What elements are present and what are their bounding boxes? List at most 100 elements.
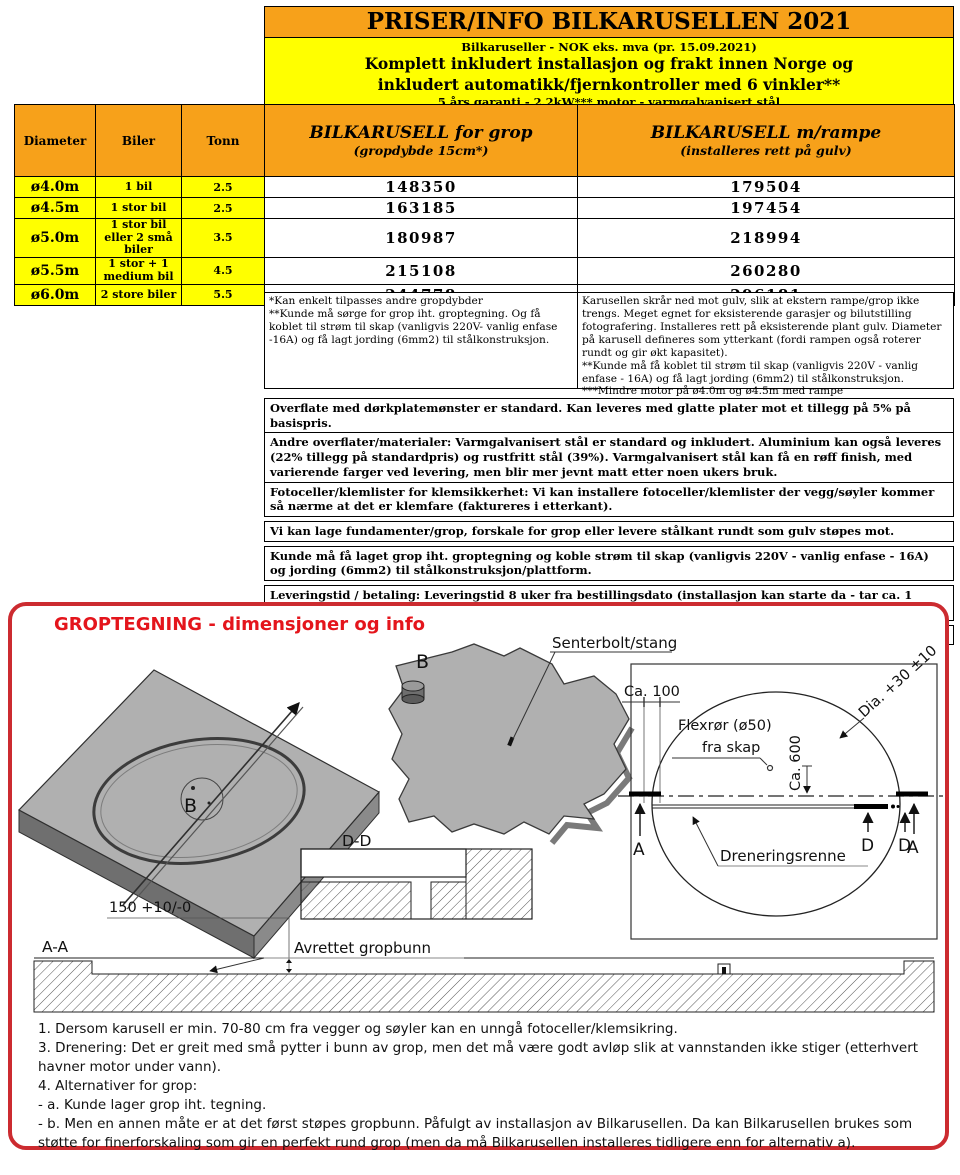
drain-channel-line	[122, 702, 304, 910]
senterbolt-label: Senterbolt/stang	[552, 634, 677, 652]
avrettet-callout: Avrettet gropbunn	[209, 939, 464, 974]
col-header-grop-sub: (gropdybde 15cm*)	[353, 143, 489, 159]
col-header-rampe-sub: (installeres rett på gulv)	[680, 143, 852, 159]
header-line-2: Komplett inkludert installasjon og frakt…	[364, 54, 854, 74]
cell-biler: 1 stor bil eller 2 små biler	[95, 218, 182, 258]
d-label-2: D	[898, 836, 911, 856]
col-header-grop-title: BILKARUSELL for grop	[309, 122, 533, 143]
a-label-left: A	[633, 840, 645, 860]
col-header-grop: BILKARUSELL for grop (gropdybde 15cm*)	[264, 104, 578, 177]
info-row-grop-krav: Kunde må få laget grop iht. groptegning …	[270, 548, 929, 578]
dd-section-drawing: D-D	[300, 832, 533, 920]
info-row-fotoceller: Fotoceller/klemlister for klemsikkerhet:…	[265, 481, 953, 516]
ca600-dimension: Ca. 600	[788, 735, 812, 794]
dim150-dimension: 150 +10/-0	[107, 900, 292, 973]
dia-dimension: Dia. +30 ±10	[839, 643, 940, 739]
cell-price-rampe: 197454	[577, 197, 955, 219]
cell-price-rampe: 179504	[577, 176, 955, 198]
ca100-label: Ca. 100	[624, 684, 680, 700]
note-1: 1. Dersom karusell er min. 70-80 cm fra …	[38, 1021, 678, 1037]
info-row-materialer: Andre overflater/materialer: Varmgalvani…	[265, 432, 953, 481]
dreneringsrenne-label: Dreneringsrenne	[720, 847, 846, 865]
header: PRISER/INFO BILKARUSELLEN 2021 Bilkaruse…	[264, 6, 954, 114]
table-row: ø4.5m 1 stor bil 2.5 163185 197454	[14, 197, 955, 219]
col-header-rampe: BILKARUSELL m/rampe (installeres rett på…	[577, 104, 955, 177]
section-b-label-blob: B	[416, 651, 429, 673]
dim150-label: 150 +10/-0	[109, 900, 191, 916]
cell-price-rampe: 260280	[577, 256, 955, 285]
price-table-header-row: Diameter Biler Tonn BILKARUSELL for grop…	[14, 104, 955, 177]
flexror-callout: Flexrør (ø50) fra skap	[672, 718, 774, 772]
footnote-rampe: Karusellen skrår ned mot gulv, slik at e…	[577, 292, 954, 397]
cell-price-rampe: 218994	[577, 218, 955, 258]
groptegning-title: GROPTEGNING - dimensjoner og info	[54, 614, 426, 635]
groptegning-notes: 1. Dersom karusell er min. 70-80 cm fra …	[38, 1020, 944, 1153]
col-header-biler: Biler	[95, 104, 182, 177]
cell-diameter: ø4.5m	[14, 197, 96, 219]
aa-section-drawing: A-A 150 +10/-0 Avrettet gropbunn	[33, 900, 935, 1013]
col-header-diameter: Diameter	[14, 104, 96, 177]
info-row-fundamenter: Vi kan lage fundamenter/grop, forskale f…	[270, 524, 895, 539]
cell-tonn: 2.5	[181, 176, 265, 198]
flexror-label-1: Flexrør (ø50)	[678, 718, 772, 734]
cell-price-grop: 180987	[264, 218, 578, 258]
cell-diameter: ø5.0m	[14, 218, 96, 258]
header-line-3: inkludert automatikk/fjernkontroller med…	[377, 74, 841, 94]
table-row: ø4.0m 1 bil 2.5 148350 179504	[14, 176, 955, 198]
cell-biler: 1 stor bil	[95, 197, 182, 219]
cell-diameter: ø5.5m	[14, 256, 96, 285]
d-label-1: D	[861, 836, 874, 856]
note-3: 3. Drenering: Det er greit med små pytte…	[38, 1040, 919, 1075]
groptegning-drawing: B B Senterbolt/stang	[18, 634, 946, 1013]
note-4: 4. Alternativer for grop:	[38, 1078, 198, 1094]
cell-biler: 1 bil	[95, 176, 182, 198]
col-header-tonn: Tonn	[181, 104, 265, 177]
info-block: Overflate med dørkplatemønster er standa…	[264, 398, 954, 518]
dia-label: Dia. +30 ±10	[856, 643, 940, 721]
table-row: ø5.5m 1 stor + 1 medium bil 4.5 215108 2…	[14, 256, 955, 285]
plan-view-drawing: Ca. 100 Dia. +30 ±10 Flexrør (ø50) fra s…	[618, 643, 946, 940]
avrettet-label: Avrettet gropbunn	[294, 939, 431, 957]
drain-line	[652, 804, 900, 809]
note-4a: - a. Kunde lager grop iht. tegning.	[38, 1097, 267, 1113]
info-block: Vi kan lage fundamenter/grop, forskale f…	[264, 521, 954, 542]
cell-tonn: 5.5	[181, 283, 265, 306]
aa-label: A-A	[42, 938, 69, 956]
senterbolt-cylinder	[401, 680, 425, 704]
ca600-label: Ca. 600	[788, 735, 804, 791]
cell-price-grop: 148350	[264, 176, 578, 198]
detail-b-blob-drawing: B Senterbolt/stang	[388, 634, 677, 845]
info-block: Kunde må få laget grop iht. groptegning …	[264, 545, 954, 582]
cell-biler: 1 stor + 1 medium bil	[95, 256, 182, 285]
section-a-markers: A A	[629, 791, 928, 860]
senterbolt-tip	[507, 736, 515, 747]
cell-tonn: 2.5	[181, 197, 265, 219]
pit-circle-groove	[92, 737, 306, 865]
cell-price-grop: 215108	[264, 256, 578, 285]
section-d-markers: D D	[861, 811, 911, 856]
note-4b: - b. Men en annen måte er at det først s…	[38, 1116, 913, 1151]
cell-tonn: 4.5	[181, 256, 265, 285]
cell-price-grop: 163185	[264, 197, 578, 219]
flexror-label-2: fra skap	[702, 740, 760, 756]
price-table: Diameter Biler Tonn BILKARUSELL for grop…	[14, 104, 955, 306]
a-label-right: A	[907, 838, 919, 858]
ca100-dimension: Ca. 100	[622, 684, 680, 803]
cell-diameter: ø6.0m	[14, 283, 96, 306]
page-title: PRISER/INFO BILKARUSELLEN 2021	[264, 6, 954, 38]
section-b-label-slab: B	[184, 795, 197, 817]
cell-biler: 2 store biler	[95, 283, 182, 306]
footnote-grop: *Kan enkelt tilpasses andre gropdybder *…	[264, 292, 578, 389]
pit-outline-circle	[651, 691, 901, 917]
concrete-hatch	[33, 960, 935, 1013]
header-subtitle-block: Bilkaruseller - NOK eks. mva (pr. 15.09.…	[264, 38, 954, 114]
col-header-rampe-title: BILKARUSELL m/rampe	[650, 122, 882, 143]
dreneringsrenne-callout: Dreneringsrenne	[692, 816, 868, 867]
header-line-1: Bilkaruseller - NOK eks. mva (pr. 15.09.…	[461, 40, 757, 54]
dd-label: D-D	[342, 832, 372, 850]
groptegning-section: GROPTEGNING - dimensjoner og info	[8, 602, 949, 1153]
table-row: ø5.0m 1 stor bil eller 2 små biler 3.5 1…	[14, 218, 955, 258]
cell-diameter: ø4.0m	[14, 176, 96, 198]
cell-tonn: 3.5	[181, 218, 265, 258]
